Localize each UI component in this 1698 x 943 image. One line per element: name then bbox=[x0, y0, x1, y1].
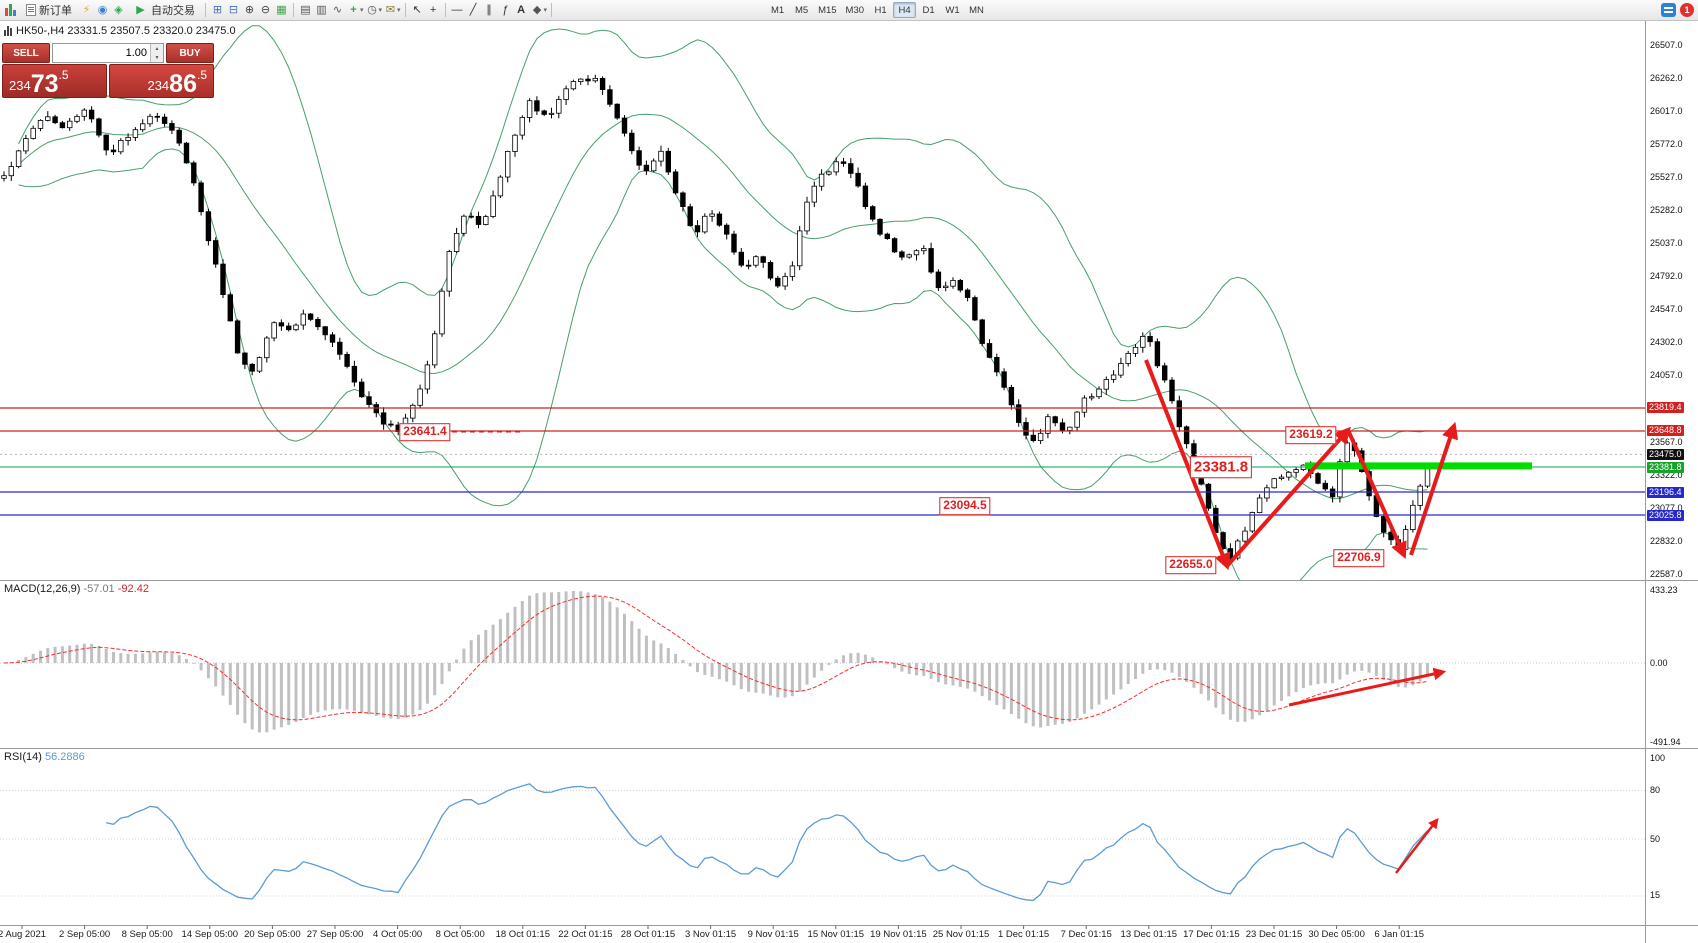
macd-header: MACD(12,26,9) -57.01 -92.42 bbox=[4, 583, 149, 595]
timeframe-M15[interactable]: M15 bbox=[818, 4, 837, 16]
volume-down-icon[interactable]: ▼ bbox=[151, 53, 163, 62]
ask-price-pip: .5 bbox=[196, 68, 207, 82]
volume-up-icon[interactable]: ▲ bbox=[151, 44, 163, 53]
crosshair-icon[interactable]: + bbox=[429, 3, 437, 16]
toolbar: 新订单 ⚡ ◉ ◈ ▶ 自动交易 ⊞ ⊟ ⊕ ⊖ ▦ ▤ ▥ ∿ + ▾ ◷ ▾ ✉… bbox=[0, 0, 1698, 21]
rsi-value: 56.2886 bbox=[44, 751, 85, 763]
toolbar-right: 1 bbox=[1661, 3, 1694, 17]
bid-price-button[interactable]: 234 73.5 bbox=[2, 64, 107, 98]
toolbar-separator bbox=[205, 3, 206, 17]
ask-price-big: 86 bbox=[169, 69, 197, 98]
tile-windows-icon[interactable]: ⊞ bbox=[212, 3, 223, 16]
timeframe-D1[interactable]: D1 bbox=[922, 4, 935, 16]
bid-price-big: 73 bbox=[30, 69, 59, 98]
volume-field-wrap: ▲ ▼ bbox=[52, 43, 164, 63]
timeframe-M1[interactable]: M1 bbox=[770, 4, 785, 16]
toolbar-separator bbox=[551, 3, 553, 17]
rsi-name: RSI(14) bbox=[4, 751, 42, 763]
symbol-ohlc-text: HK50-,H4 23331.5 23507.5 23320.0 23475.0 bbox=[16, 25, 236, 37]
cascade-windows-icon[interactable]: ⊟ bbox=[228, 3, 239, 16]
toolbar-separator bbox=[404, 3, 406, 17]
macd-name: MACD(12,26,9) bbox=[4, 583, 81, 595]
macd-signal-value: -92.42 bbox=[117, 583, 149, 595]
horizontal-line-icon[interactable]: — bbox=[451, 3, 463, 16]
tile-grid-icon[interactable]: ▦ bbox=[276, 3, 287, 16]
volume-stepper: ▲ ▼ bbox=[150, 44, 163, 62]
fibonacci-icon[interactable]: ƒ bbox=[501, 3, 509, 16]
volume-input[interactable] bbox=[53, 44, 150, 62]
indicators-icon[interactable]: + bbox=[350, 3, 357, 16]
community-icon[interactable]: ◉ bbox=[97, 3, 108, 16]
periods-icon[interactable]: ◷ bbox=[367, 3, 377, 16]
toolbar-separator bbox=[444, 3, 446, 17]
buy-button[interactable]: BUY bbox=[166, 43, 214, 63]
app-icon bbox=[4, 3, 19, 18]
bid-price-prefix: 234 bbox=[9, 78, 31, 93]
chevron-down-icon[interactable]: ▾ bbox=[543, 7, 548, 14]
macd-value: -57.01 bbox=[83, 583, 115, 595]
sell-button[interactable]: SELL bbox=[2, 43, 50, 63]
timeframe-W1[interactable]: W1 bbox=[945, 4, 960, 16]
auto-trading-button[interactable]: ▶ 自动交易 bbox=[127, 1, 201, 19]
trendline-icon[interactable]: ╱ bbox=[469, 3, 477, 16]
zoom-out-icon[interactable]: ⊖ bbox=[260, 3, 271, 16]
ask-price-prefix: 234 bbox=[147, 78, 170, 93]
timeframe-bar: M1 M5 M15 M30 H1 H4 D1 W1 MN bbox=[766, 2, 988, 18]
rsi-header: RSI(14) 56.2886 bbox=[4, 751, 85, 763]
symbol-header: HK50-,H4 23331.5 23507.5 23320.0 23475.0 bbox=[4, 25, 236, 37]
bar-chart-icon[interactable]: ▤ bbox=[300, 3, 311, 16]
chevron-down-icon[interactable]: ▾ bbox=[360, 7, 364, 14]
new-order-button[interactable]: 新订单 bbox=[20, 1, 78, 19]
mini-chart-icon bbox=[4, 26, 12, 36]
auto-trading-play-icon: ▶ bbox=[136, 3, 145, 16]
zoom-in-icon[interactable]: ⊕ bbox=[244, 3, 255, 16]
candlestick-chart-icon[interactable]: ▥ bbox=[316, 3, 327, 16]
bid-price-pip: .5 bbox=[58, 68, 69, 82]
channel-icon[interactable]: ∥ bbox=[486, 3, 492, 16]
new-order-icon bbox=[26, 4, 36, 16]
timeframe-M30[interactable]: M30 bbox=[845, 4, 865, 16]
auto-trading-label: 自动交易 bbox=[151, 5, 195, 17]
shapes-icon[interactable]: ◆ bbox=[532, 3, 542, 16]
new-order-label: 新订单 bbox=[39, 5, 72, 17]
notification-badge[interactable]: 1 bbox=[1680, 3, 1694, 17]
chat-icon[interactable] bbox=[1661, 3, 1676, 17]
timeframe-H4[interactable]: H4 bbox=[893, 2, 917, 18]
chevron-down-icon[interactable]: ▾ bbox=[397, 7, 401, 14]
cursor-icon[interactable]: ↖ bbox=[412, 3, 422, 16]
chevron-down-icon[interactable]: ▾ bbox=[378, 7, 383, 14]
ask-price-button[interactable]: 234 86.5 bbox=[109, 64, 214, 98]
text-tool-icon[interactable]: A bbox=[517, 3, 526, 16]
timeframe-MN[interactable]: MN bbox=[969, 4, 984, 16]
lightning-icon[interactable]: ⚡ bbox=[82, 3, 91, 16]
timeframe-M5[interactable]: M5 bbox=[794, 4, 809, 16]
toolbar-separator bbox=[293, 3, 294, 17]
market-icon[interactable]: ◈ bbox=[114, 3, 123, 16]
templates-icon[interactable]: ✉ bbox=[385, 3, 396, 16]
timeframe-H1[interactable]: H1 bbox=[874, 4, 887, 16]
line-chart-icon[interactable]: ∿ bbox=[332, 3, 343, 16]
